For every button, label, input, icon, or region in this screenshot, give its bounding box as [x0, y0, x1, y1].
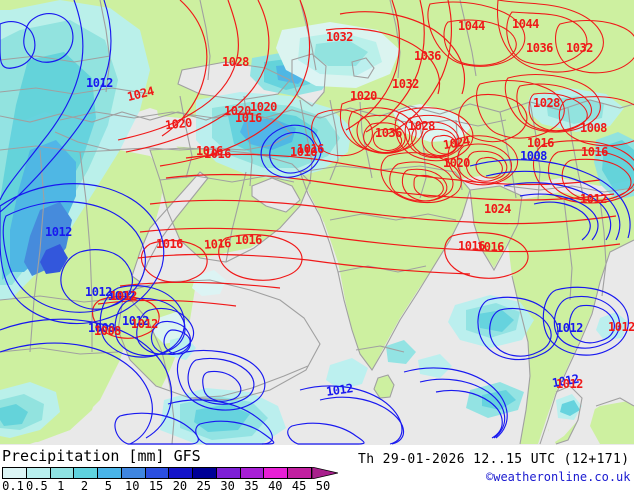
tick-label-30: 30	[220, 479, 235, 490]
colorbar-segment-12	[288, 468, 311, 478]
precip-ocean-2	[386, 340, 416, 364]
border-india-north	[329, 213, 457, 221]
coast-persian-gulf	[251, 177, 301, 213]
border-nafrica-2	[29, 149, 45, 353]
model-run-timestamp: Th 29-01-2026 12..15 UTC (12+171)	[358, 452, 630, 467]
colorbar-segment-8	[193, 468, 217, 478]
colorbar-segment-6	[145, 468, 170, 478]
sea-red-sea	[132, 172, 208, 282]
tick-label-35: 35	[244, 479, 259, 490]
coast-mediterranean-south	[54, 131, 293, 151]
border-afghan	[329, 99, 339, 181]
border-europe-1	[99, 0, 111, 93]
coast-mediterranean-north	[59, 111, 293, 135]
tick-label-25: 25	[196, 479, 211, 490]
isobar-high-layer	[91, 0, 634, 339]
border-russia-1	[199, 0, 211, 81]
copyright-credit: ©weatheronline.co.uk	[486, 470, 631, 484]
precip-ocean-1	[326, 358, 368, 390]
tick-label-1: 1	[57, 479, 65, 490]
precip-indochina-3	[596, 312, 628, 340]
land-indochina	[508, 192, 634, 444]
precip-balkans-6	[40, 244, 68, 274]
tick-label-5: 5	[104, 479, 112, 490]
tick-label-2: 2	[80, 479, 89, 490]
legend-title: Precipitation [mm] GFS	[2, 447, 201, 465]
tick-label-45: 45	[291, 479, 307, 490]
legend-panel: Precipitation [mm] GFS 0.1 0.5 1 2 5 10 15 20 25…	[0, 445, 634, 490]
land-sumatra	[590, 398, 634, 444]
border-china-east	[567, 107, 585, 201]
border-laos	[563, 199, 573, 301]
precip-ethiopia-1	[152, 312, 190, 344]
precip-wafrica-3	[0, 404, 28, 426]
colorbar-segment-4	[98, 468, 122, 478]
lake-outline	[351, 57, 375, 79]
coast-black-sea	[177, 61, 291, 101]
border-india-south	[355, 345, 405, 353]
coast-horn-africa	[117, 279, 321, 401]
colorbar-segment-11	[264, 468, 289, 478]
border-kazakh-2	[389, 0, 401, 79]
colorbar-segment-0	[3, 468, 27, 478]
colorbar-segment-3	[74, 468, 99, 478]
tick-label-40: 40	[268, 479, 283, 490]
coast-india	[299, 165, 471, 371]
land-burma	[470, 186, 522, 268]
land-india	[300, 166, 470, 370]
border-nepal-west	[419, 123, 427, 199]
tick-label-20: 20	[172, 479, 188, 490]
border-europe-3	[0, 87, 151, 95]
border-vietnam	[599, 199, 607, 297]
border-turkey-syria	[179, 95, 193, 179]
isobar-low-layer	[0, 0, 631, 445]
border-sahara-mid	[0, 295, 125, 303]
map-graphics	[0, 0, 634, 445]
coast-caspian	[291, 53, 327, 107]
precip-himalaya	[392, 104, 472, 142]
precip-balkans-5	[24, 202, 72, 276]
border-europe-2	[0, 55, 111, 63]
border-arabia-north	[159, 175, 295, 183]
tick-label-0.1: 0.1	[2, 479, 24, 490]
colorbar-segment-7	[169, 468, 194, 478]
coast-indochina-east	[539, 239, 634, 445]
colorbar-segment-9	[216, 468, 241, 478]
precip-ocean-5	[482, 390, 516, 410]
colorbar-wrap	[2, 467, 338, 479]
land-sri-lanka	[374, 375, 394, 398]
precip-indochina-2	[560, 400, 580, 416]
precip-kazakh-3	[314, 40, 368, 66]
tick-label-50: 50	[315, 479, 331, 490]
colorbar-tick-labels: 0.1 0.5 1 2 5 10 15 20 25 30 35 40 45 50	[0, 479, 340, 490]
coast-sumatra	[595, 397, 634, 407]
colorbar-arrow-icon	[312, 467, 338, 479]
coast-north	[0, 99, 634, 123]
tick-label-10: 10	[124, 479, 140, 490]
precipitation-colorbar	[2, 467, 312, 479]
tick-label-0.5: 0.5	[26, 479, 48, 490]
border-iraq-iran	[243, 95, 253, 187]
coast-sri-lanka	[373, 374, 395, 399]
precip-ocean-3	[418, 354, 452, 378]
colorbar-segment-10	[240, 468, 265, 478]
coast-malay	[555, 385, 583, 445]
border-oman	[225, 171, 247, 263]
tick-label-15: 15	[148, 479, 164, 490]
precip-bengal-3	[478, 310, 514, 332]
coast-arabia	[149, 147, 311, 263]
map-canvas[interactable]: 1012 1012 1008 1012 1012 1012 1012 1012 1008 1024…	[0, 0, 634, 445]
colorbar-segment-1	[26, 468, 51, 478]
border-nafrica-1	[0, 145, 121, 153]
border-mongolia-1	[459, 0, 477, 77]
precip-ocean-8	[194, 404, 250, 432]
colorbar-segment-2	[50, 468, 75, 478]
border-somalia	[189, 365, 309, 399]
border-iran-east	[299, 99, 313, 185]
precip-vietnam-2	[602, 140, 634, 190]
colorbar-segment-5	[121, 468, 146, 478]
border-sahel	[0, 347, 119, 355]
